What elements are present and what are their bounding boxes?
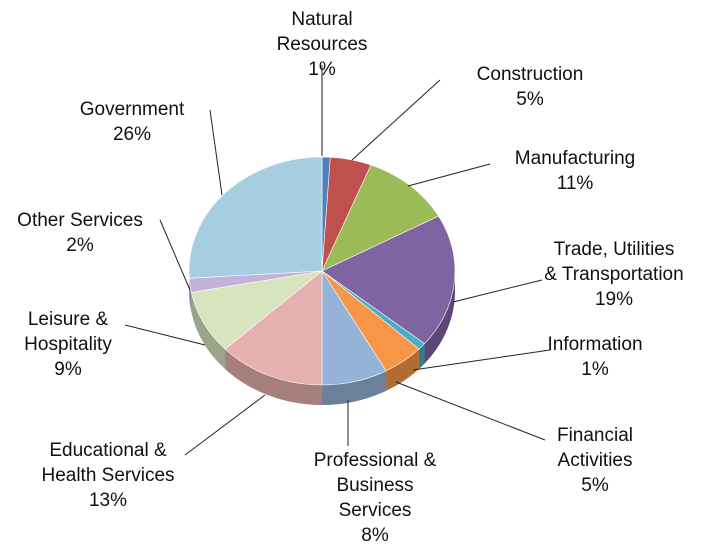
name-label-manufacturing: Manufacturing [515, 148, 635, 169]
value-label-educational-health-services: 13% [89, 490, 127, 511]
label-professional-business-services: Professional & Business Services 8% [314, 450, 437, 546]
name-label-government: Government [80, 99, 185, 120]
name-label-educational-health-services: Health Services [41, 465, 174, 486]
name-label-professional-business-services: Professional & [314, 450, 437, 471]
pie-top [188, 156, 456, 386]
slice-side-information [418, 343, 425, 370]
slice-educational-health-services [224, 270, 323, 386]
label-leisure-hospitality: Leisure & Hospitality 9% [24, 309, 112, 380]
value-label-natural-resources: 1% [308, 59, 336, 80]
label-manufacturing: Manufacturing 11% [515, 148, 635, 194]
name-label-natural-resources: Natural [291, 9, 352, 30]
name-label-professional-business-services: Business [336, 475, 413, 496]
leader-other-services [159, 219, 191, 291]
slice-trade-utilities-transportation [321, 215, 456, 345]
label-information: Information 1% [547, 334, 642, 380]
leader-financial-activities [395, 381, 546, 441]
name-label-natural-resources: Resources [277, 34, 368, 55]
leader-information [412, 349, 551, 371]
value-label-professional-business-services: 8% [361, 525, 389, 546]
name-label-financial-activities: Financial [557, 425, 633, 446]
label-educational-health-services: Educational & Health Services 13% [41, 440, 174, 511]
leader-construction [351, 79, 441, 161]
slice-government [188, 156, 323, 279]
slice-side-financial-activities [386, 349, 419, 391]
value-label-financial-activities: 5% [581, 475, 609, 496]
leader-government [209, 109, 223, 196]
value-label-government: 26% [113, 124, 151, 145]
slice-side-trade-utilities-transportation [424, 271, 455, 364]
name-label-leisure-hospitality: Leisure & [28, 309, 109, 330]
name-label-information: Information [547, 334, 642, 355]
slice-side-professional-business-services [322, 370, 387, 405]
name-label-construction: Construction [477, 64, 584, 85]
slice-side-leisure-hospitality [191, 292, 226, 370]
name-label-trade-utilities-transportation: Trade, Utilities [554, 239, 675, 260]
leader-lines [124, 65, 551, 456]
value-label-trade-utilities-transportation: 19% [595, 289, 633, 310]
leader-trade-utilities-transportation [452, 279, 543, 303]
name-label-professional-business-services: Services [339, 500, 412, 521]
pie-depth [189, 271, 455, 405]
leader-leisure-hospitality [124, 324, 206, 346]
leader-educational-health-services [184, 394, 266, 456]
value-label-manufacturing: 11% [557, 173, 594, 194]
leader-manufacturing [407, 163, 491, 187]
label-construction: Construction 5% [477, 64, 584, 110]
value-label-information: 1% [581, 359, 609, 380]
slice-labels: Natural Resources 1% Construction 5% Manufact… [17, 9, 684, 546]
value-label-construction: 5% [516, 89, 544, 110]
label-trade-utilities-transportation: Trade, Utilities & Transportation 19% [544, 239, 683, 310]
name-label-leisure-hospitality: Hospitality [24, 334, 112, 355]
slice-side-other-services [189, 278, 192, 313]
name-label-educational-health-services: Educational & [49, 440, 167, 461]
label-government: Government 26% [80, 99, 185, 145]
value-label-other-services: 2% [66, 235, 94, 256]
label-financial-activities: Financial Activities 5% [557, 425, 633, 496]
slice-side-educational-health-services [225, 349, 322, 405]
name-label-other-services: Other Services [17, 210, 143, 231]
name-label-trade-utilities-transportation: & Transportation [544, 264, 683, 285]
label-natural-resources: Natural Resources 1% [277, 9, 368, 80]
value-label-leisure-hospitality: 9% [54, 359, 82, 380]
label-other-services: Other Services 2% [17, 210, 143, 256]
name-label-financial-activities: Activities [558, 450, 633, 471]
